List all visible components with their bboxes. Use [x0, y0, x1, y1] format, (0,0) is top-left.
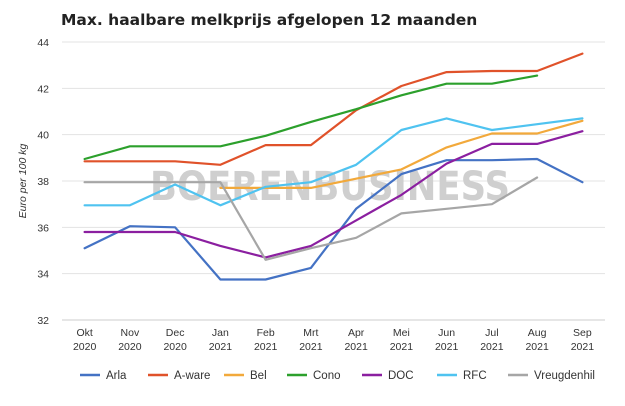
x-tick-label: Sep 2021 — [571, 327, 595, 353]
legend-label: Arla — [106, 370, 127, 382]
series-lines — [83, 52, 584, 281]
x-tick-label: Mei 2021 — [390, 327, 414, 353]
y-axis-label: Euro per 100 kg — [17, 143, 29, 218]
legend-label: Bel — [250, 370, 267, 382]
y-tick-label: 42 — [37, 83, 49, 95]
legend-label: Vreugdenhil — [534, 370, 595, 382]
x-axis-ticks: Okt 2020 Nov 2020 Dec 2020 Jan 2021 Feb 2021 Mrt 20… — [73, 327, 594, 353]
series-line-doc — [83, 130, 584, 259]
legend-label: DOC — [388, 370, 414, 382]
y-tick-label: 32 — [37, 315, 49, 327]
legend-label: A-ware — [174, 370, 210, 382]
x-tick-label: Aug 2021 — [525, 327, 549, 353]
gridlines — [62, 41, 605, 321]
series-line-rfc — [83, 117, 584, 207]
x-tick-label: Jul 2021 — [480, 327, 504, 353]
y-tick-label: 38 — [37, 176, 49, 188]
x-tick-label: Jun 2021 — [435, 327, 459, 353]
y-tick-label: 36 — [37, 222, 49, 234]
legend: Arla A-ware Bel Cono DOC RFC Vreugdenhil — [80, 370, 595, 382]
x-tick-label: Feb 2021 — [254, 327, 278, 353]
y-tick-label: 40 — [37, 130, 49, 142]
series-line-cono — [83, 74, 539, 161]
series-line-a-ware — [83, 52, 584, 166]
x-tick-label: Apr 2021 — [344, 327, 368, 353]
chart-title: Max. haalbare melkprijs afgelopen 12 maa… — [61, 11, 478, 29]
y-tick-label: 44 — [37, 37, 49, 49]
legend-label: Cono — [313, 370, 341, 382]
x-tick-label: Nov 2020 — [118, 327, 142, 353]
x-tick-label: Mrt 2021 — [299, 327, 323, 353]
series-line-bel — [219, 119, 584, 189]
series-line-vreugdenhil — [83, 176, 539, 261]
watermark-text: BOERENBUSINESS — [150, 164, 510, 210]
legend-label: RFC — [463, 370, 487, 382]
x-tick-label: Dec 2020 — [163, 327, 187, 353]
y-axis-ticks: 32 34 36 38 40 42 44 — [37, 37, 49, 327]
x-tick-label: Jan 2021 — [209, 327, 233, 353]
x-tick-label: Okt 2020 — [73, 327, 97, 353]
y-tick-label: 34 — [37, 269, 49, 281]
series-line-arla — [83, 157, 584, 281]
